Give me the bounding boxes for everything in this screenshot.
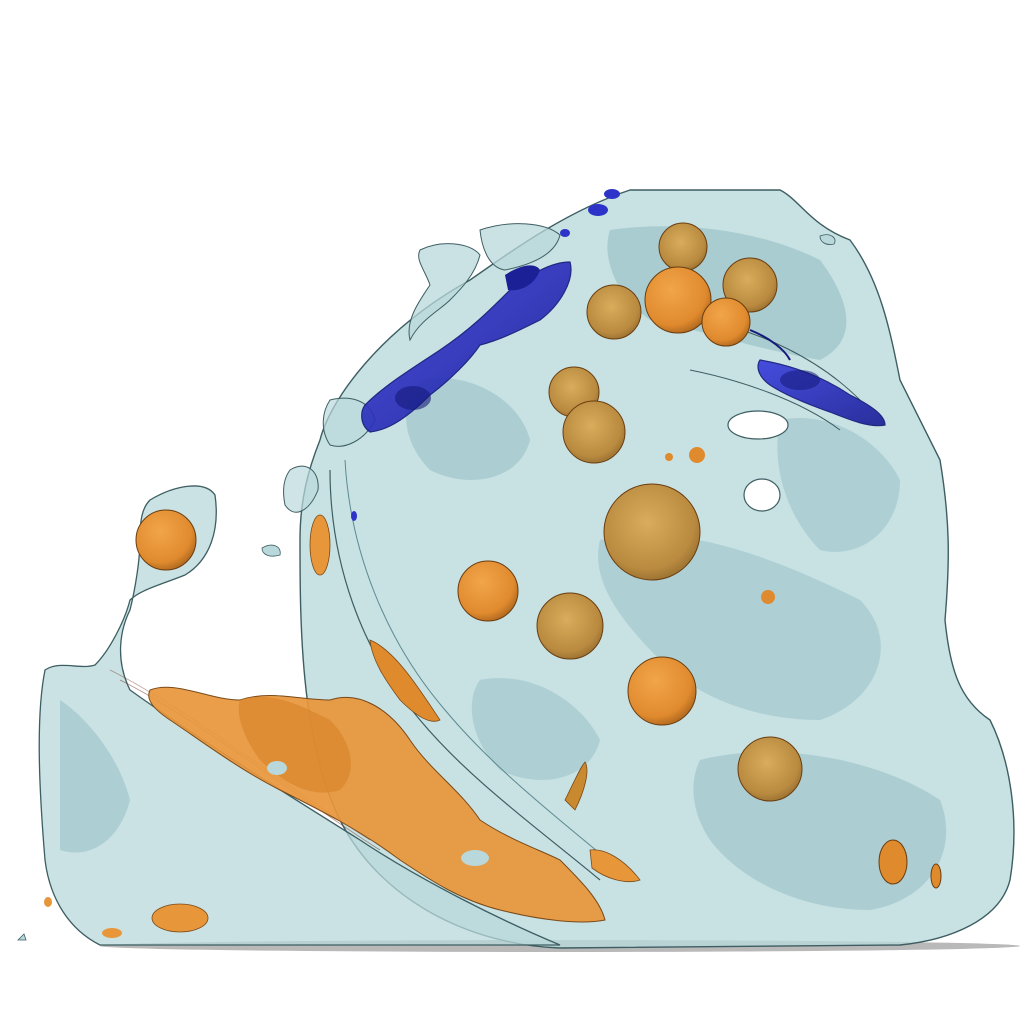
sphere <box>562 400 626 464</box>
sphere <box>761 590 775 604</box>
blue-cluster <box>749 329 886 427</box>
sphere <box>930 863 942 889</box>
sphere <box>627 656 697 726</box>
orange-sheet <box>44 514 641 938</box>
sphere <box>135 509 197 571</box>
inner-shade-patch <box>598 534 881 720</box>
sphere <box>737 736 803 802</box>
sphere <box>701 297 751 347</box>
sphere <box>457 560 519 622</box>
inner-shade-patch <box>777 418 900 552</box>
sphere <box>665 453 673 461</box>
sphere <box>644 266 712 334</box>
orange-spheres <box>135 222 942 889</box>
upper-fragments <box>283 223 561 513</box>
void-hole <box>727 410 789 440</box>
curved-fold-line <box>329 469 601 881</box>
sphere <box>603 483 701 581</box>
sphere <box>536 592 604 660</box>
blue-vein <box>351 189 620 521</box>
sphere <box>658 222 708 272</box>
sphere <box>722 257 778 313</box>
sphere <box>689 447 705 463</box>
stray-fragments <box>17 234 836 941</box>
inner-shade-patch <box>471 678 600 780</box>
sphere <box>878 839 908 885</box>
sphere <box>586 284 642 340</box>
void-hole <box>743 478 781 512</box>
inner-shade-patch <box>406 378 530 480</box>
curved-fold-line <box>344 459 621 871</box>
